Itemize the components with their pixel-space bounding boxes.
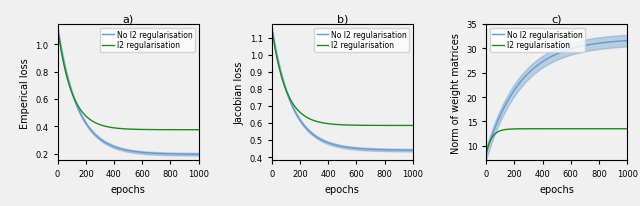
Line: l2 regularisation: l2 regularisation xyxy=(486,129,627,153)
No l2 regularisation xyxy=(518,79,526,81)
No l2 regularisation xyxy=(332,144,340,147)
l2 regularisation xyxy=(90,121,98,124)
l2 regularisation xyxy=(79,112,86,114)
No l2 regularisation xyxy=(54,28,61,30)
l2 regularisation xyxy=(409,125,417,127)
X-axis label: epochs: epochs xyxy=(325,184,360,194)
No l2 regularisation xyxy=(304,129,312,132)
X-axis label: epochs: epochs xyxy=(111,184,145,194)
No l2 regularisation xyxy=(268,29,276,31)
Y-axis label: Jacobian loss: Jacobian loss xyxy=(234,61,244,124)
No l2 regularisation xyxy=(566,49,573,51)
l2 regularisation xyxy=(483,152,490,155)
Line: No l2 regularisation: No l2 regularisation xyxy=(272,30,413,150)
Line: l2 regularisation: l2 regularisation xyxy=(272,30,413,126)
No l2 regularisation xyxy=(118,148,125,151)
No l2 regularisation xyxy=(137,151,145,154)
X-axis label: epochs: epochs xyxy=(540,184,574,194)
Legend: No l2 regularisation, l2 regularisation: No l2 regularisation, l2 regularisation xyxy=(100,28,195,53)
l2 regularisation xyxy=(374,125,382,127)
l2 regularisation xyxy=(508,128,515,131)
Line: No l2 regularisation: No l2 regularisation xyxy=(58,29,198,154)
l2 regularisation xyxy=(518,128,526,130)
l2 regularisation xyxy=(577,128,584,130)
l2 regularisation xyxy=(351,124,359,127)
Title: a): a) xyxy=(122,14,134,24)
Line: l2 regularisation: l2 regularisation xyxy=(58,29,198,130)
No l2 regularisation xyxy=(90,132,98,135)
l2 regularisation xyxy=(566,128,573,130)
Title: b): b) xyxy=(337,14,348,24)
No l2 regularisation xyxy=(577,46,584,48)
l2 regularisation xyxy=(332,124,340,126)
No l2 regularisation xyxy=(546,57,554,59)
No l2 regularisation xyxy=(362,148,370,151)
l2 regularisation xyxy=(160,129,168,131)
Y-axis label: Norm of weight matrices: Norm of weight matrices xyxy=(451,33,461,153)
l2 regularisation xyxy=(195,129,202,131)
No l2 regularisation xyxy=(409,149,417,152)
l2 regularisation xyxy=(118,128,125,130)
l2 regularisation xyxy=(293,108,301,111)
No l2 regularisation xyxy=(623,40,631,43)
l2 regularisation xyxy=(362,124,370,127)
Legend: No l2 regularisation, l2 regularisation: No l2 regularisation, l2 regularisation xyxy=(314,28,409,53)
l2 regularisation xyxy=(623,128,631,130)
l2 regularisation xyxy=(137,129,145,131)
l2 regularisation xyxy=(304,117,312,120)
No l2 regularisation xyxy=(351,147,359,150)
No l2 regularisation xyxy=(148,152,156,155)
No l2 regularisation xyxy=(483,152,490,155)
l2 regularisation xyxy=(268,29,276,31)
l2 regularisation xyxy=(589,128,596,130)
Y-axis label: Emperical loss: Emperical loss xyxy=(20,57,30,128)
Legend: No l2 regularisation, l2 regularisation: No l2 regularisation, l2 regularisation xyxy=(490,28,585,53)
l2 regularisation xyxy=(546,128,554,130)
l2 regularisation xyxy=(148,129,156,131)
No l2 regularisation xyxy=(508,94,515,97)
No l2 regularisation xyxy=(374,149,382,151)
Line: No l2 regularisation: No l2 regularisation xyxy=(486,41,627,153)
No l2 regularisation xyxy=(293,114,301,117)
No l2 regularisation xyxy=(589,44,596,46)
No l2 regularisation xyxy=(160,153,168,155)
No l2 regularisation xyxy=(79,117,86,119)
No l2 regularisation xyxy=(195,153,202,156)
Title: c): c) xyxy=(552,14,562,24)
l2 regularisation xyxy=(54,28,61,30)
